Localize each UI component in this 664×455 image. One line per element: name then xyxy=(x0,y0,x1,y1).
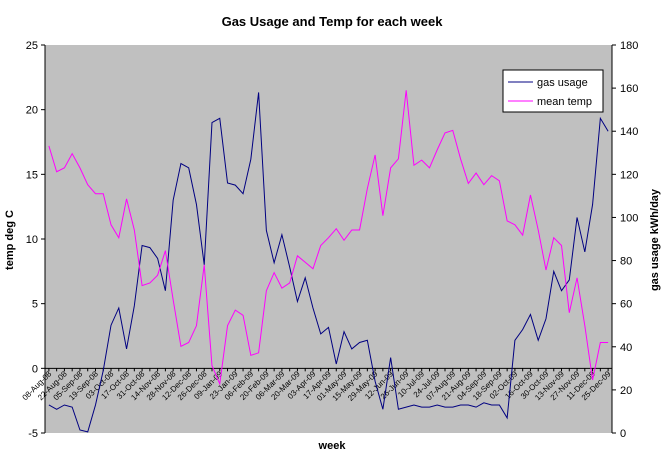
y2-tick-label: 180 xyxy=(620,40,638,52)
series-line xyxy=(48,92,609,433)
y-tick-label: 10 xyxy=(26,234,38,246)
y2-axis-title: gas usage kWh/day xyxy=(649,188,661,291)
y-tick-label: 15 xyxy=(26,169,38,181)
y2-tick-label: 100 xyxy=(620,212,638,224)
y-tick-label: 25 xyxy=(26,40,38,52)
y2-tick-label: 60 xyxy=(620,299,632,311)
y2-tick-label: 20 xyxy=(620,385,632,397)
y2-tick-label: 140 xyxy=(620,126,638,138)
y2-tick-label: 160 xyxy=(620,83,638,95)
y-tick-label: -5 xyxy=(28,428,38,440)
legend-label: mean temp xyxy=(537,96,592,108)
chart-title: Gas Usage and Temp for each week xyxy=(222,14,444,29)
y2-tick-label: 0 xyxy=(620,428,626,440)
series-line xyxy=(48,90,609,386)
y2-tick-label: 120 xyxy=(620,169,638,181)
y2-tick-label: 80 xyxy=(620,256,632,268)
y-axis-title: temp deg C xyxy=(4,210,16,270)
y-tick-label: 20 xyxy=(26,105,38,117)
y-tick-label: 0 xyxy=(32,363,38,375)
y-tick-label: 5 xyxy=(32,299,38,311)
y2-tick-label: 40 xyxy=(620,342,632,354)
legend-label: gas usage xyxy=(537,77,588,89)
legend-box xyxy=(502,69,604,113)
x-axis-title: week xyxy=(318,440,347,452)
